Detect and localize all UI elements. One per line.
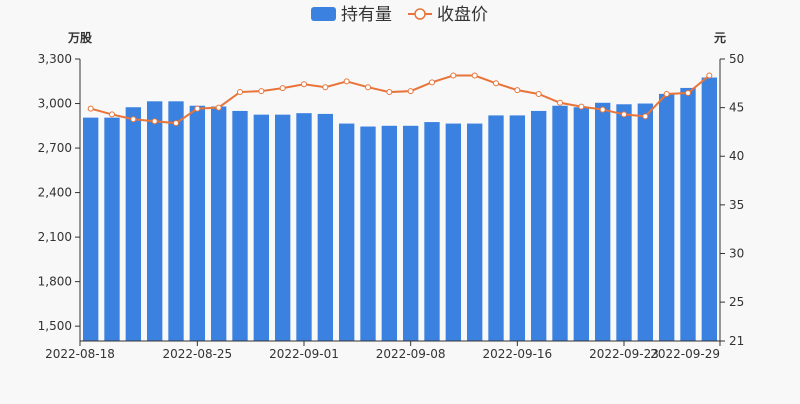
- close-price-point[interactable]: [450, 72, 457, 79]
- bar-holdings[interactable]: [210, 106, 227, 342]
- bar-holdings[interactable]: [594, 102, 611, 341]
- bar-holdings[interactable]: [552, 105, 568, 341]
- close-price-point[interactable]: [301, 81, 307, 88]
- close-price-point[interactable]: [407, 88, 414, 95]
- legend-holdings-label[interactable]: 持有量: [341, 5, 392, 25]
- close-price-point[interactable]: [194, 105, 201, 112]
- bar-holdings[interactable]: [402, 125, 419, 341]
- bar-holdings[interactable]: [82, 117, 99, 341]
- axes: 1,500 1,800 2,100 2,400 2,700 3,000 3,300 21 25 3…: [38, 52, 745, 361]
- legend-holdings-swatch[interactable]: [311, 7, 336, 21]
- right-axis-tick-label: 40: [729, 149, 744, 163]
- bar-holdings[interactable]: [445, 123, 462, 341]
- close-price-point[interactable]: [279, 85, 286, 92]
- legend-close-swatch-marker[interactable]: [414, 8, 426, 20]
- bar-holdings[interactable]: [530, 110, 547, 341]
- close-price-point[interactable]: [557, 99, 563, 106]
- close-price-point[interactable]: [621, 111, 627, 118]
- line-layer: [87, 72, 713, 127]
- close-price-point[interactable]: [429, 79, 435, 86]
- bar-holdings[interactable]: [232, 110, 248, 341]
- bars-group: [82, 77, 718, 342]
- close-price-point[interactable]: [493, 80, 499, 87]
- close-price-point[interactable]: [599, 106, 606, 113]
- left-axis-unit: 万股: [67, 30, 93, 45]
- close-price-point[interactable]: [642, 113, 649, 120]
- bar-holdings[interactable]: [125, 107, 142, 342]
- close-price-point[interactable]: [514, 87, 521, 94]
- right-axis-unit: 元: [714, 31, 726, 45]
- close-price-point[interactable]: [471, 72, 478, 79]
- x-axis-tick-label: 2022-09-29: [650, 347, 720, 361]
- right-axis-tick-label: 25: [729, 295, 744, 309]
- left-axis-tick-label: 1,800: [38, 275, 72, 289]
- right-axis-tick-label: 35: [729, 198, 744, 212]
- close-price-point[interactable]: [365, 84, 371, 91]
- bar-holdings[interactable]: [701, 77, 718, 342]
- bar-holdings[interactable]: [168, 101, 184, 341]
- close-price-point[interactable]: [685, 90, 691, 97]
- right-axis-tick-label: 50: [729, 52, 744, 66]
- close-price-point[interactable]: [535, 91, 542, 98]
- bar-holdings[interactable]: [146, 101, 163, 341]
- bar-holdings[interactable]: [424, 122, 440, 341]
- legend-close-label[interactable]: 收盘价: [437, 5, 488, 25]
- right-axis-tick-label: 45: [729, 101, 744, 115]
- bar-holdings[interactable]: [253, 114, 270, 341]
- close-price-point[interactable]: [173, 120, 179, 127]
- bar-holdings[interactable]: [488, 115, 504, 342]
- x-axis-tick-label: 2022-09-23: [589, 347, 659, 361]
- bar-holdings[interactable]: [637, 103, 654, 341]
- bar-holdings[interactable]: [573, 107, 590, 342]
- x-axis-tick-label: 2022-09-16: [482, 347, 552, 361]
- close-price-point[interactable]: [386, 89, 393, 96]
- close-price-point[interactable]: [151, 118, 158, 125]
- close-price-line: [90, 74, 710, 125]
- close-price-point[interactable]: [109, 111, 115, 118]
- bar-holdings[interactable]: [658, 93, 675, 341]
- bar-holdings[interactable]: [360, 126, 376, 341]
- bar-holdings[interactable]: [338, 123, 355, 341]
- bar-holdings[interactable]: [274, 114, 291, 341]
- left-axis-tick-label: 3,300: [38, 52, 72, 66]
- bar-holdings[interactable]: [466, 123, 483, 341]
- x-axis-tick-label: 2022-08-18: [45, 347, 115, 361]
- legend: 持有量 收盘价: [311, 5, 488, 25]
- right-axis-tick-label: 30: [729, 246, 744, 260]
- bar-holdings[interactable]: [509, 115, 526, 342]
- left-axis-tick-label: 2,400: [38, 186, 72, 200]
- right-axis-tick-label: 21: [729, 334, 744, 348]
- bar-holdings[interactable]: [189, 105, 206, 341]
- close-price-point[interactable]: [237, 89, 243, 96]
- left-axis-tick-label: 3,000: [38, 97, 72, 111]
- bar-holdings[interactable]: [680, 87, 696, 341]
- left-axis-tick-label: 2,700: [38, 141, 72, 155]
- close-price-point[interactable]: [343, 78, 350, 85]
- close-price-point[interactable]: [663, 91, 670, 98]
- x-axis-tick-label: 2022-08-25: [162, 347, 232, 361]
- close-price-point[interactable]: [87, 105, 94, 112]
- close-price-point[interactable]: [706, 72, 713, 79]
- bar-holdings[interactable]: [104, 117, 120, 341]
- close-price-point[interactable]: [258, 88, 265, 95]
- left-axis-tick-label: 1,500: [38, 319, 72, 333]
- x-axis-tick-label: 2022-09-01: [269, 347, 339, 361]
- left-axis-tick-label: 2,100: [38, 230, 72, 244]
- close-price-point[interactable]: [215, 104, 222, 111]
- close-price-point[interactable]: [130, 116, 137, 123]
- bar-holdings[interactable]: [317, 113, 334, 341]
- bar-holdings[interactable]: [296, 113, 312, 341]
- close-price-point[interactable]: [578, 103, 585, 110]
- x-axis-tick-label: 2022-09-08: [376, 347, 446, 361]
- bar-holdings[interactable]: [381, 125, 398, 341]
- bar-holdings[interactable]: [616, 104, 632, 342]
- close-price-point[interactable]: [322, 84, 329, 91]
